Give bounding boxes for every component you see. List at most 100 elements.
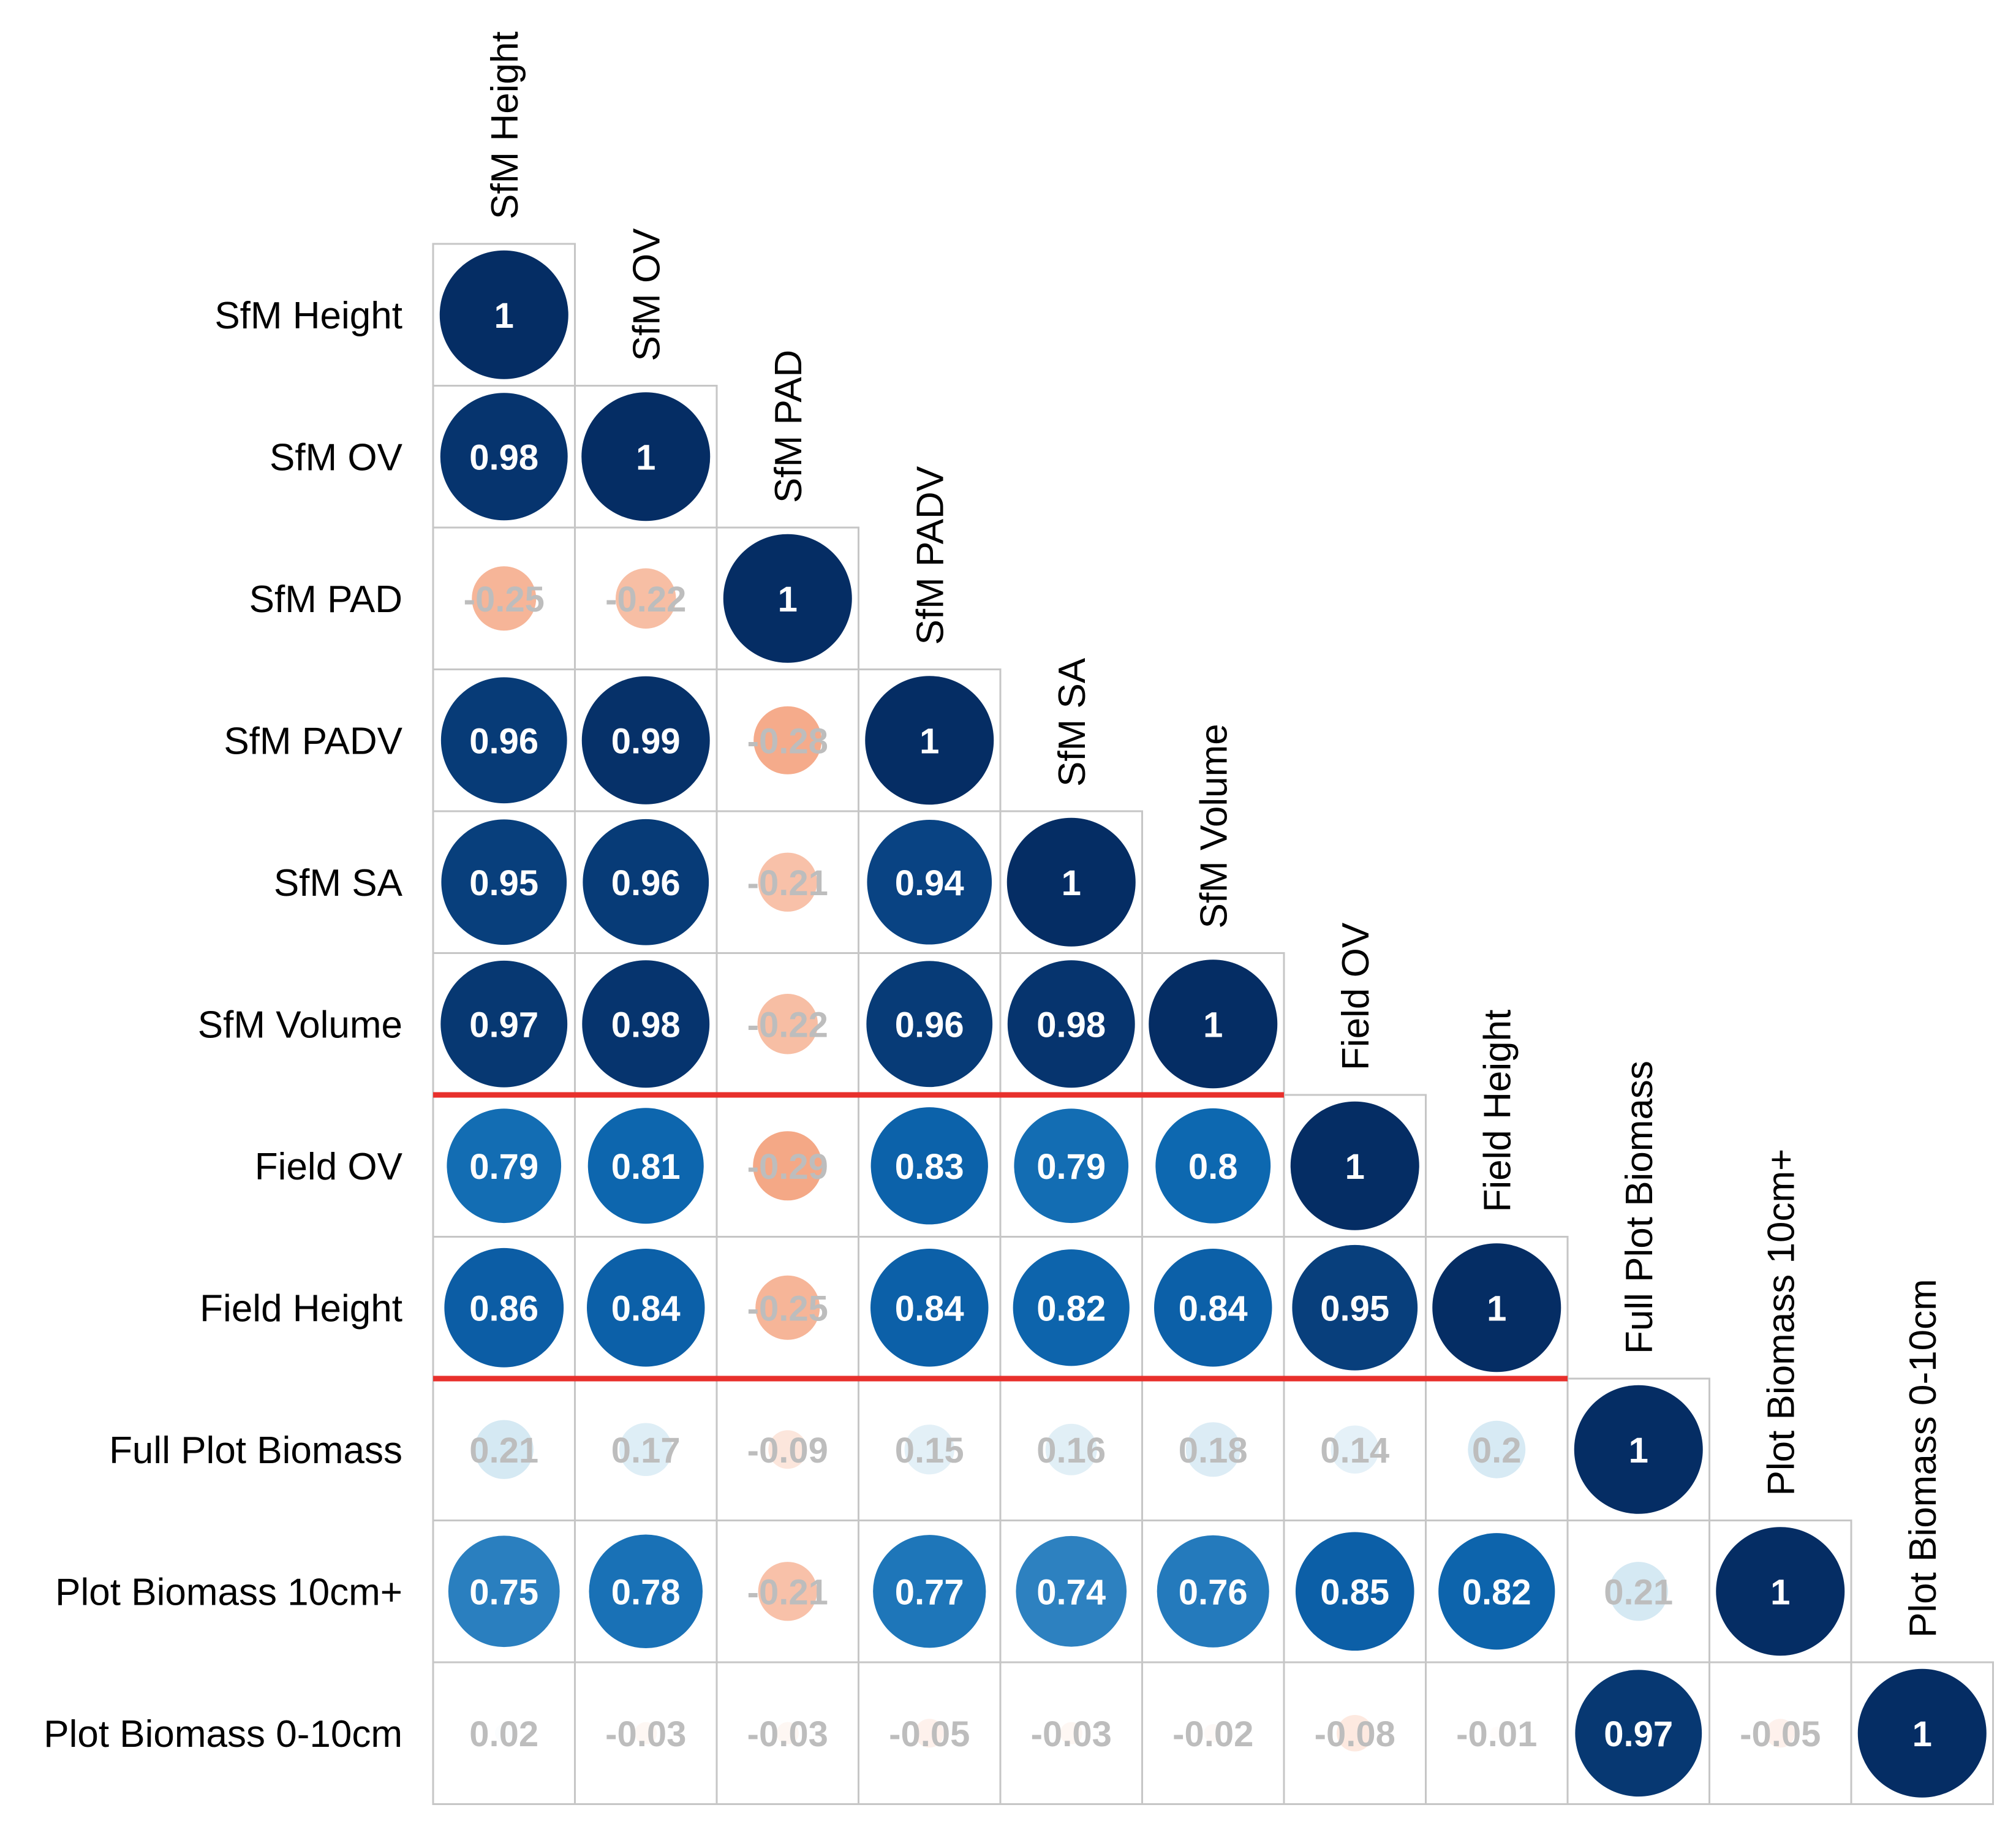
corr-value-10-2: -0.03 (747, 1714, 828, 1754)
corr-value-9-5: 0.76 (1179, 1572, 1248, 1612)
corr-value-8-6: 0.14 (1320, 1431, 1389, 1471)
row-label-plot-biomass-0-10cm: Plot Biomass 0-10cm (43, 1713, 402, 1755)
circle-layer (439, 250, 1987, 1798)
column-labels: SfM Height SfM OV SfM PAD SfM PADV SfM SA SfM… (484, 31, 1944, 1638)
row-label-field-height: Field Height (200, 1287, 402, 1330)
column-label-sfm-height: SfM Height (484, 31, 526, 219)
corr-circle-8-4 (1045, 1423, 1097, 1475)
cell-10-10 (1850, 1661, 1994, 1805)
corr-circle-8-5 (1185, 1422, 1240, 1477)
corr-circle-8-8 (1574, 1385, 1703, 1514)
corr-value-7-0: 0.86 (469, 1289, 538, 1328)
corr-circle-7-0 (444, 1247, 564, 1368)
corr-value-10-3: -0.05 (889, 1714, 970, 1754)
corr-value-10-6: -0.08 (1315, 1714, 1395, 1754)
corr-value-3-1: 0.99 (611, 721, 681, 761)
corr-circle-10-2 (776, 1722, 799, 1744)
row-labels: SfM Height SfM OV SfM PAD SfM PADV SfM SA SfM… (43, 295, 402, 1755)
corr-value-4-0: 0.95 (469, 863, 538, 903)
corr-value-6-4: 0.79 (1036, 1147, 1106, 1187)
column-label-sfm-volume: SfM Volume (1193, 724, 1235, 928)
value-layer: 1 0.98 1 -0.25 -0.22 1 0.96 0.99 -0.28 1 0.95 0.96 -… (464, 296, 1932, 1754)
corr-circle-5-1 (582, 960, 710, 1088)
corr-value-8-0: 0.21 (469, 1431, 538, 1471)
row-label-sfm-padv: SfM PADV (224, 720, 402, 762)
corr-value-10-0: 0.02 (469, 1714, 538, 1754)
corr-value-6-2: -0.29 (747, 1147, 828, 1187)
row-label-full-plot-biomass: Full Plot Biomass (109, 1429, 402, 1472)
grid-layer (432, 243, 1994, 1805)
corr-circle-9-5 (1157, 1535, 1269, 1648)
corr-circle-3-1 (581, 676, 710, 804)
corr-value-10-9: -0.05 (1740, 1714, 1821, 1754)
row-label-sfm-pad: SfM PAD (249, 578, 402, 621)
corr-circle-9-1 (589, 1534, 703, 1648)
corr-circle-3-0 (440, 677, 567, 804)
corr-circle-8-1 (619, 1423, 673, 1477)
corr-value-2-2: 1 (778, 580, 798, 619)
corr-value-7-5: 0.84 (1179, 1289, 1248, 1328)
corr-value-9-4: 0.74 (1036, 1572, 1106, 1612)
corr-circle-9-3 (873, 1535, 986, 1648)
corr-value-5-3: 0.96 (895, 1005, 964, 1045)
column-label-field-height: Field Height (1476, 1010, 1519, 1213)
corr-value-8-5: 0.18 (1179, 1431, 1248, 1471)
corr-circle-8-6 (1331, 1425, 1380, 1474)
corr-value-4-4: 1 (1062, 863, 1081, 903)
corr-circle-0-0 (439, 250, 568, 379)
corr-value-5-1: 0.98 (611, 1005, 681, 1045)
corr-value-7-2: -0.25 (747, 1289, 828, 1328)
corr-circle-9-2 (758, 1562, 817, 1621)
corr-value-1-1: 1 (636, 437, 655, 477)
corr-value-7-4: 0.82 (1036, 1289, 1106, 1328)
corr-value-9-7: 0.82 (1462, 1572, 1531, 1612)
column-label-sfm-sa: SfM SA (1051, 657, 1093, 787)
corr-value-5-5: 1 (1203, 1005, 1223, 1045)
corr-value-5-4: 0.98 (1036, 1005, 1106, 1045)
corr-circle-8-7 (1468, 1420, 1526, 1478)
corr-value-10-5: -0.02 (1172, 1714, 1253, 1754)
corr-circle-9-6 (1295, 1532, 1414, 1651)
corr-value-6-6: 1 (1345, 1147, 1365, 1187)
corr-circle-9-8 (1609, 1562, 1668, 1621)
corr-circle-8-2 (768, 1430, 807, 1469)
corr-circle-8-0 (474, 1420, 534, 1479)
corr-circle-10-6 (1337, 1715, 1373, 1752)
corr-circle-7-3 (870, 1249, 989, 1367)
corr-value-9-3: 0.77 (895, 1572, 964, 1612)
corr-circle-9-4 (1016, 1535, 1127, 1647)
corr-circle-10-8 (1575, 1670, 1702, 1797)
corr-circle-6-2 (753, 1131, 823, 1201)
corr-circle-6-3 (870, 1107, 988, 1225)
corr-value-8-2: -0.09 (747, 1431, 828, 1471)
corr-value-10-1: -0.03 (605, 1714, 686, 1754)
column-label-sfm-pad: SfM PAD (768, 350, 810, 503)
column-label-plot-biomass-10cm: Plot Biomass 10cm+ (1760, 1149, 1802, 1496)
column-label-field-ov: Field OV (1335, 922, 1377, 1070)
corr-circle-6-0 (447, 1108, 562, 1224)
corr-circle-10-4 (1060, 1722, 1082, 1744)
row-label-sfm-sa: SfM SA (274, 862, 403, 904)
corr-circle-10-0 (494, 1724, 513, 1743)
corr-circle-4-0 (441, 819, 567, 945)
corr-circle-2-2 (723, 534, 852, 663)
corr-value-3-2: -0.28 (747, 721, 828, 761)
corr-value-10-8: 0.97 (1604, 1714, 1673, 1754)
corr-value-4-3: 0.94 (895, 863, 964, 903)
corr-circle-5-2 (757, 994, 818, 1054)
corr-circle-9-9 (1716, 1527, 1845, 1656)
corr-circle-1-1 (581, 392, 711, 521)
corr-value-3-0: 0.96 (469, 721, 538, 761)
corr-value-0-0: 1 (494, 296, 514, 336)
corr-circle-9-7 (1438, 1533, 1555, 1650)
corr-circle-3-2 (753, 706, 822, 774)
corr-value-2-1: -0.22 (605, 580, 686, 619)
corr-value-9-6: 0.85 (1320, 1572, 1389, 1612)
corr-circle-9-0 (448, 1535, 560, 1648)
corr-value-6-5: 0.8 (1188, 1147, 1238, 1187)
corr-value-9-8: 0.21 (1604, 1572, 1673, 1612)
row-label-sfm-volume: SfM Volume (198, 1004, 402, 1046)
corr-circle-5-3 (866, 961, 993, 1088)
corr-circle-10-1 (635, 1722, 657, 1744)
